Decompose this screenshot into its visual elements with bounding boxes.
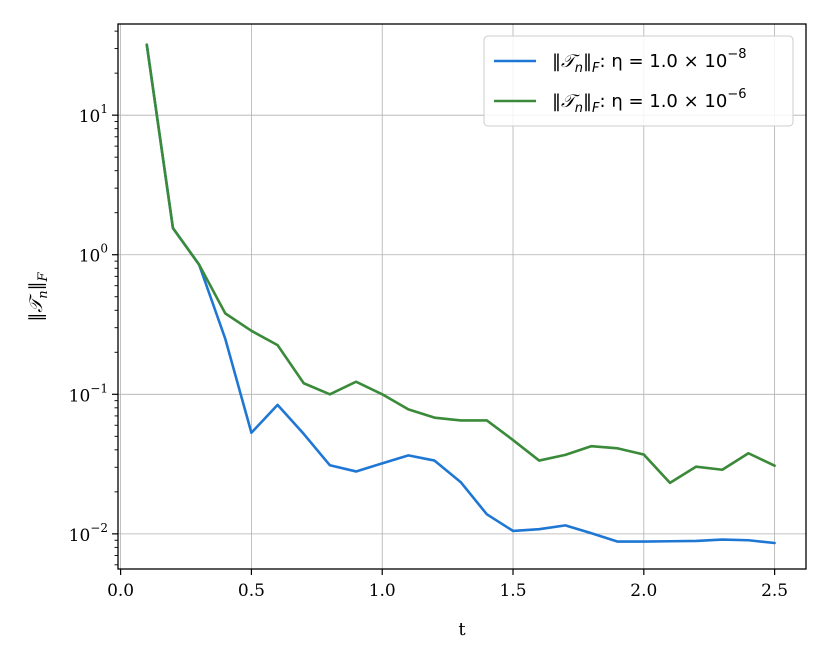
x-axis-label: t	[458, 619, 466, 640]
x-tick-label: 2.5	[761, 581, 788, 601]
y-axis-label: ‖𝒯n‖F	[26, 271, 51, 321]
x-tick-label: 2.0	[630, 581, 657, 601]
x-tick-label: 1.5	[499, 581, 526, 601]
legend-box	[483, 35, 794, 127]
legend-label-2: ‖𝒯n‖F: η = 1.0 × 10−6	[552, 87, 746, 116]
x-tick-label: 1.0	[369, 581, 396, 601]
series-layer	[145, 43, 776, 545]
y-label-sub-f: F	[36, 271, 51, 282]
y-tick-label: 10−1	[69, 381, 108, 406]
y-tick-label: 100	[79, 242, 108, 267]
series-line-2	[145, 43, 776, 485]
series-line-1	[145, 43, 776, 545]
x-axis-ticks: 0.0 0.5 1.0 1.5 2.0 2.5	[107, 569, 788, 601]
x-tick-label: 0.0	[107, 581, 134, 601]
y-label-sub-n: n	[36, 290, 51, 298]
legend: ‖𝒯n‖F: η = 1.0 × 10−8 ‖𝒯n‖F: η = 1.0 × 10…	[483, 35, 794, 127]
x-tick-label: 0.5	[238, 581, 265, 601]
y-label-norm-open: ‖𝒯	[26, 294, 47, 322]
y-label-norm-close: ‖	[26, 281, 47, 290]
y-tick-label: 101	[79, 102, 108, 127]
y-axis-ticks: 10−2 10−1 100 101	[69, 102, 118, 546]
plot-frame	[117, 23, 807, 570]
legend-label-1: ‖𝒯n‖F: η = 1.0 × 10−8	[552, 47, 746, 76]
svg-text:‖𝒯n‖F: ‖𝒯n‖F	[26, 271, 51, 321]
y-tick-label: 10−2	[69, 521, 108, 546]
